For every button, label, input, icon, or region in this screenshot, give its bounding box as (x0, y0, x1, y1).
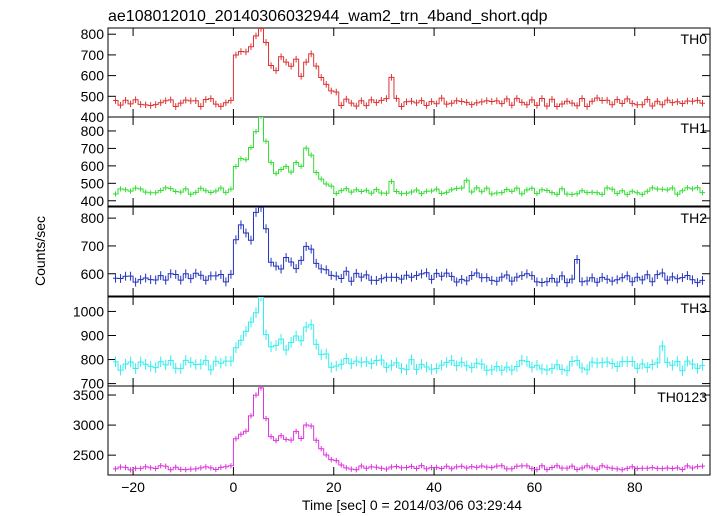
x-axis-label: Time [sec] 0 = 2014/03/06 03:29:44 (302, 497, 522, 513)
x-tick-label: 0 (230, 479, 238, 495)
y-tick-label: 700 (81, 47, 105, 63)
x-tick-label: 60 (527, 479, 543, 495)
series-line (113, 207, 705, 284)
panel-frame (107, 385, 711, 476)
series-line (113, 387, 705, 471)
panel-frame (107, 206, 711, 297)
y-tick-label: 2500 (73, 447, 104, 463)
panel-th0: TH0 400 500 600 700 800 (81, 26, 711, 125)
y-tick-label: 400 (81, 193, 105, 209)
x-tick-label: −20 (121, 479, 145, 495)
y-tick-label: 3500 (73, 387, 104, 403)
y-tick-label: 700 (81, 376, 105, 392)
panel-label: TH3 (681, 300, 708, 316)
series-line (113, 28, 705, 108)
y-tick-label: 800 (81, 352, 105, 368)
x-tick-label: 40 (426, 479, 442, 495)
y-tick-label: 1000 (73, 303, 104, 319)
y-tick-label: 500 (81, 175, 105, 191)
y-axis-label: Counts/sec (32, 216, 48, 286)
y-tick-label: 800 (81, 123, 105, 139)
series-line (113, 117, 705, 196)
panel-label: TH0 (681, 31, 708, 47)
panel-th3: TH3 700 800 900 1000 (73, 296, 711, 392)
panel-frame (107, 116, 711, 207)
y-tick-label: 800 (81, 210, 105, 226)
y-tick-label: 600 (81, 158, 105, 174)
y-tick-label: 600 (81, 68, 105, 84)
series-th3 (113, 297, 705, 377)
y-tick-label: 500 (81, 88, 105, 104)
series-th0123 (113, 386, 705, 473)
y-tick-label: 800 (81, 26, 105, 42)
panel-th0123: TH0123 2500 3000 3500 (73, 385, 711, 476)
panels-group: TH0400500600700800TH1400500600700800TH26… (73, 26, 711, 495)
figure-title: ae108012010_20140306032944_wam2_trn_4ban… (108, 8, 548, 25)
y-tick-label: 700 (81, 140, 105, 156)
y-tick-label: 400 (81, 109, 105, 125)
panel-label: TH1 (681, 120, 708, 136)
y-tick-label: 700 (81, 238, 105, 254)
panel-th2: TH2 600 700 800 (81, 206, 711, 297)
series-th0 (113, 28, 705, 110)
x-tick-label: 80 (627, 479, 643, 495)
panel-label: TH2 (681, 210, 708, 226)
series-th1 (113, 117, 705, 198)
y-tick-label: 900 (81, 327, 105, 343)
series-th2 (113, 207, 705, 288)
y-tick-label: 600 (81, 266, 105, 282)
panel-frame (107, 296, 711, 387)
panel-label: TH0123 (657, 389, 707, 405)
series-line (113, 297, 705, 372)
x-tick-label: 20 (326, 479, 342, 495)
y-tick-label: 3000 (73, 417, 104, 433)
